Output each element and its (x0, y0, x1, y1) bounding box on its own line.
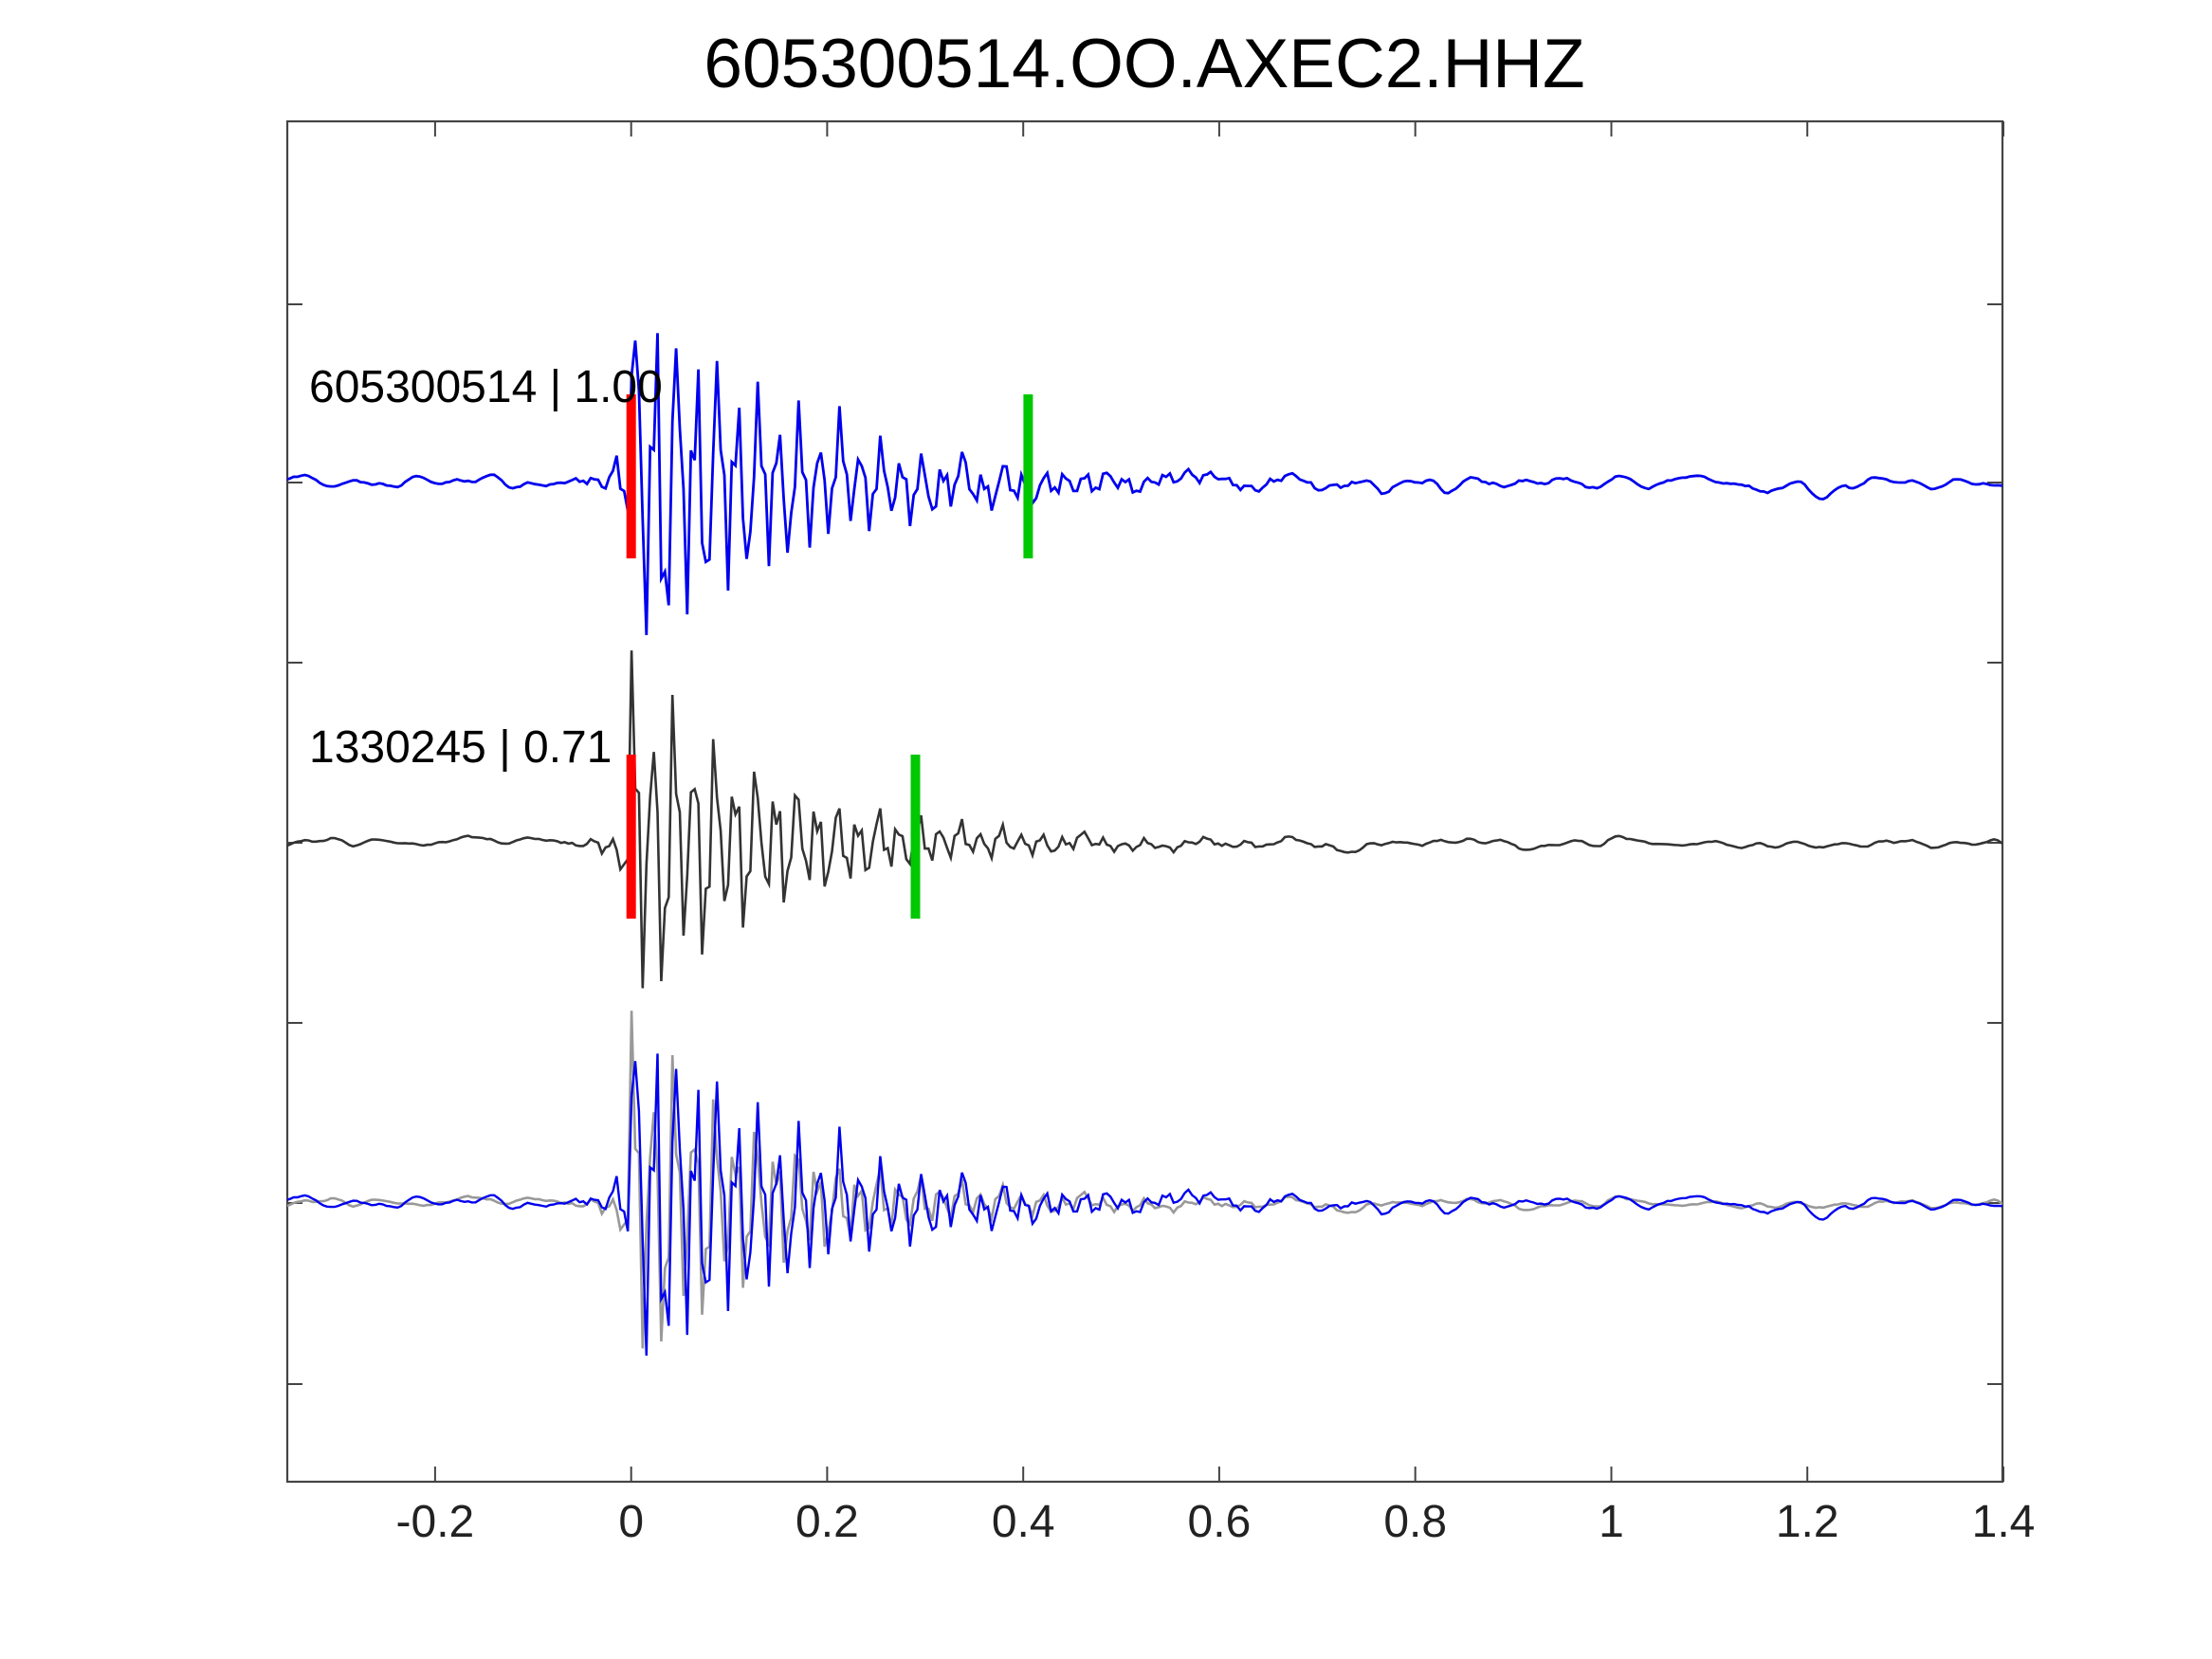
svg-text:1: 1 (1599, 1497, 1624, 1547)
svg-text:1.2: 1.2 (1776, 1497, 1839, 1547)
svg-text:1.4: 1.4 (1972, 1497, 2036, 1547)
svg-text:0.2: 0.2 (795, 1497, 859, 1547)
svg-text:0.4: 0.4 (992, 1497, 1055, 1547)
svg-text:-0.2: -0.2 (396, 1497, 475, 1547)
svg-text:605300514.OO.AXEC2.HHZ: 605300514.OO.AXEC2.HHZ (704, 26, 1584, 102)
svg-text:0.6: 0.6 (1188, 1497, 1252, 1547)
svg-text:0.8: 0.8 (1383, 1497, 1447, 1547)
svg-text:605300514 | 1.00: 605300514 | 1.00 (309, 362, 663, 412)
svg-text:1330245 | 0.71: 1330245 | 0.71 (309, 722, 612, 773)
svg-text:0: 0 (618, 1497, 644, 1547)
